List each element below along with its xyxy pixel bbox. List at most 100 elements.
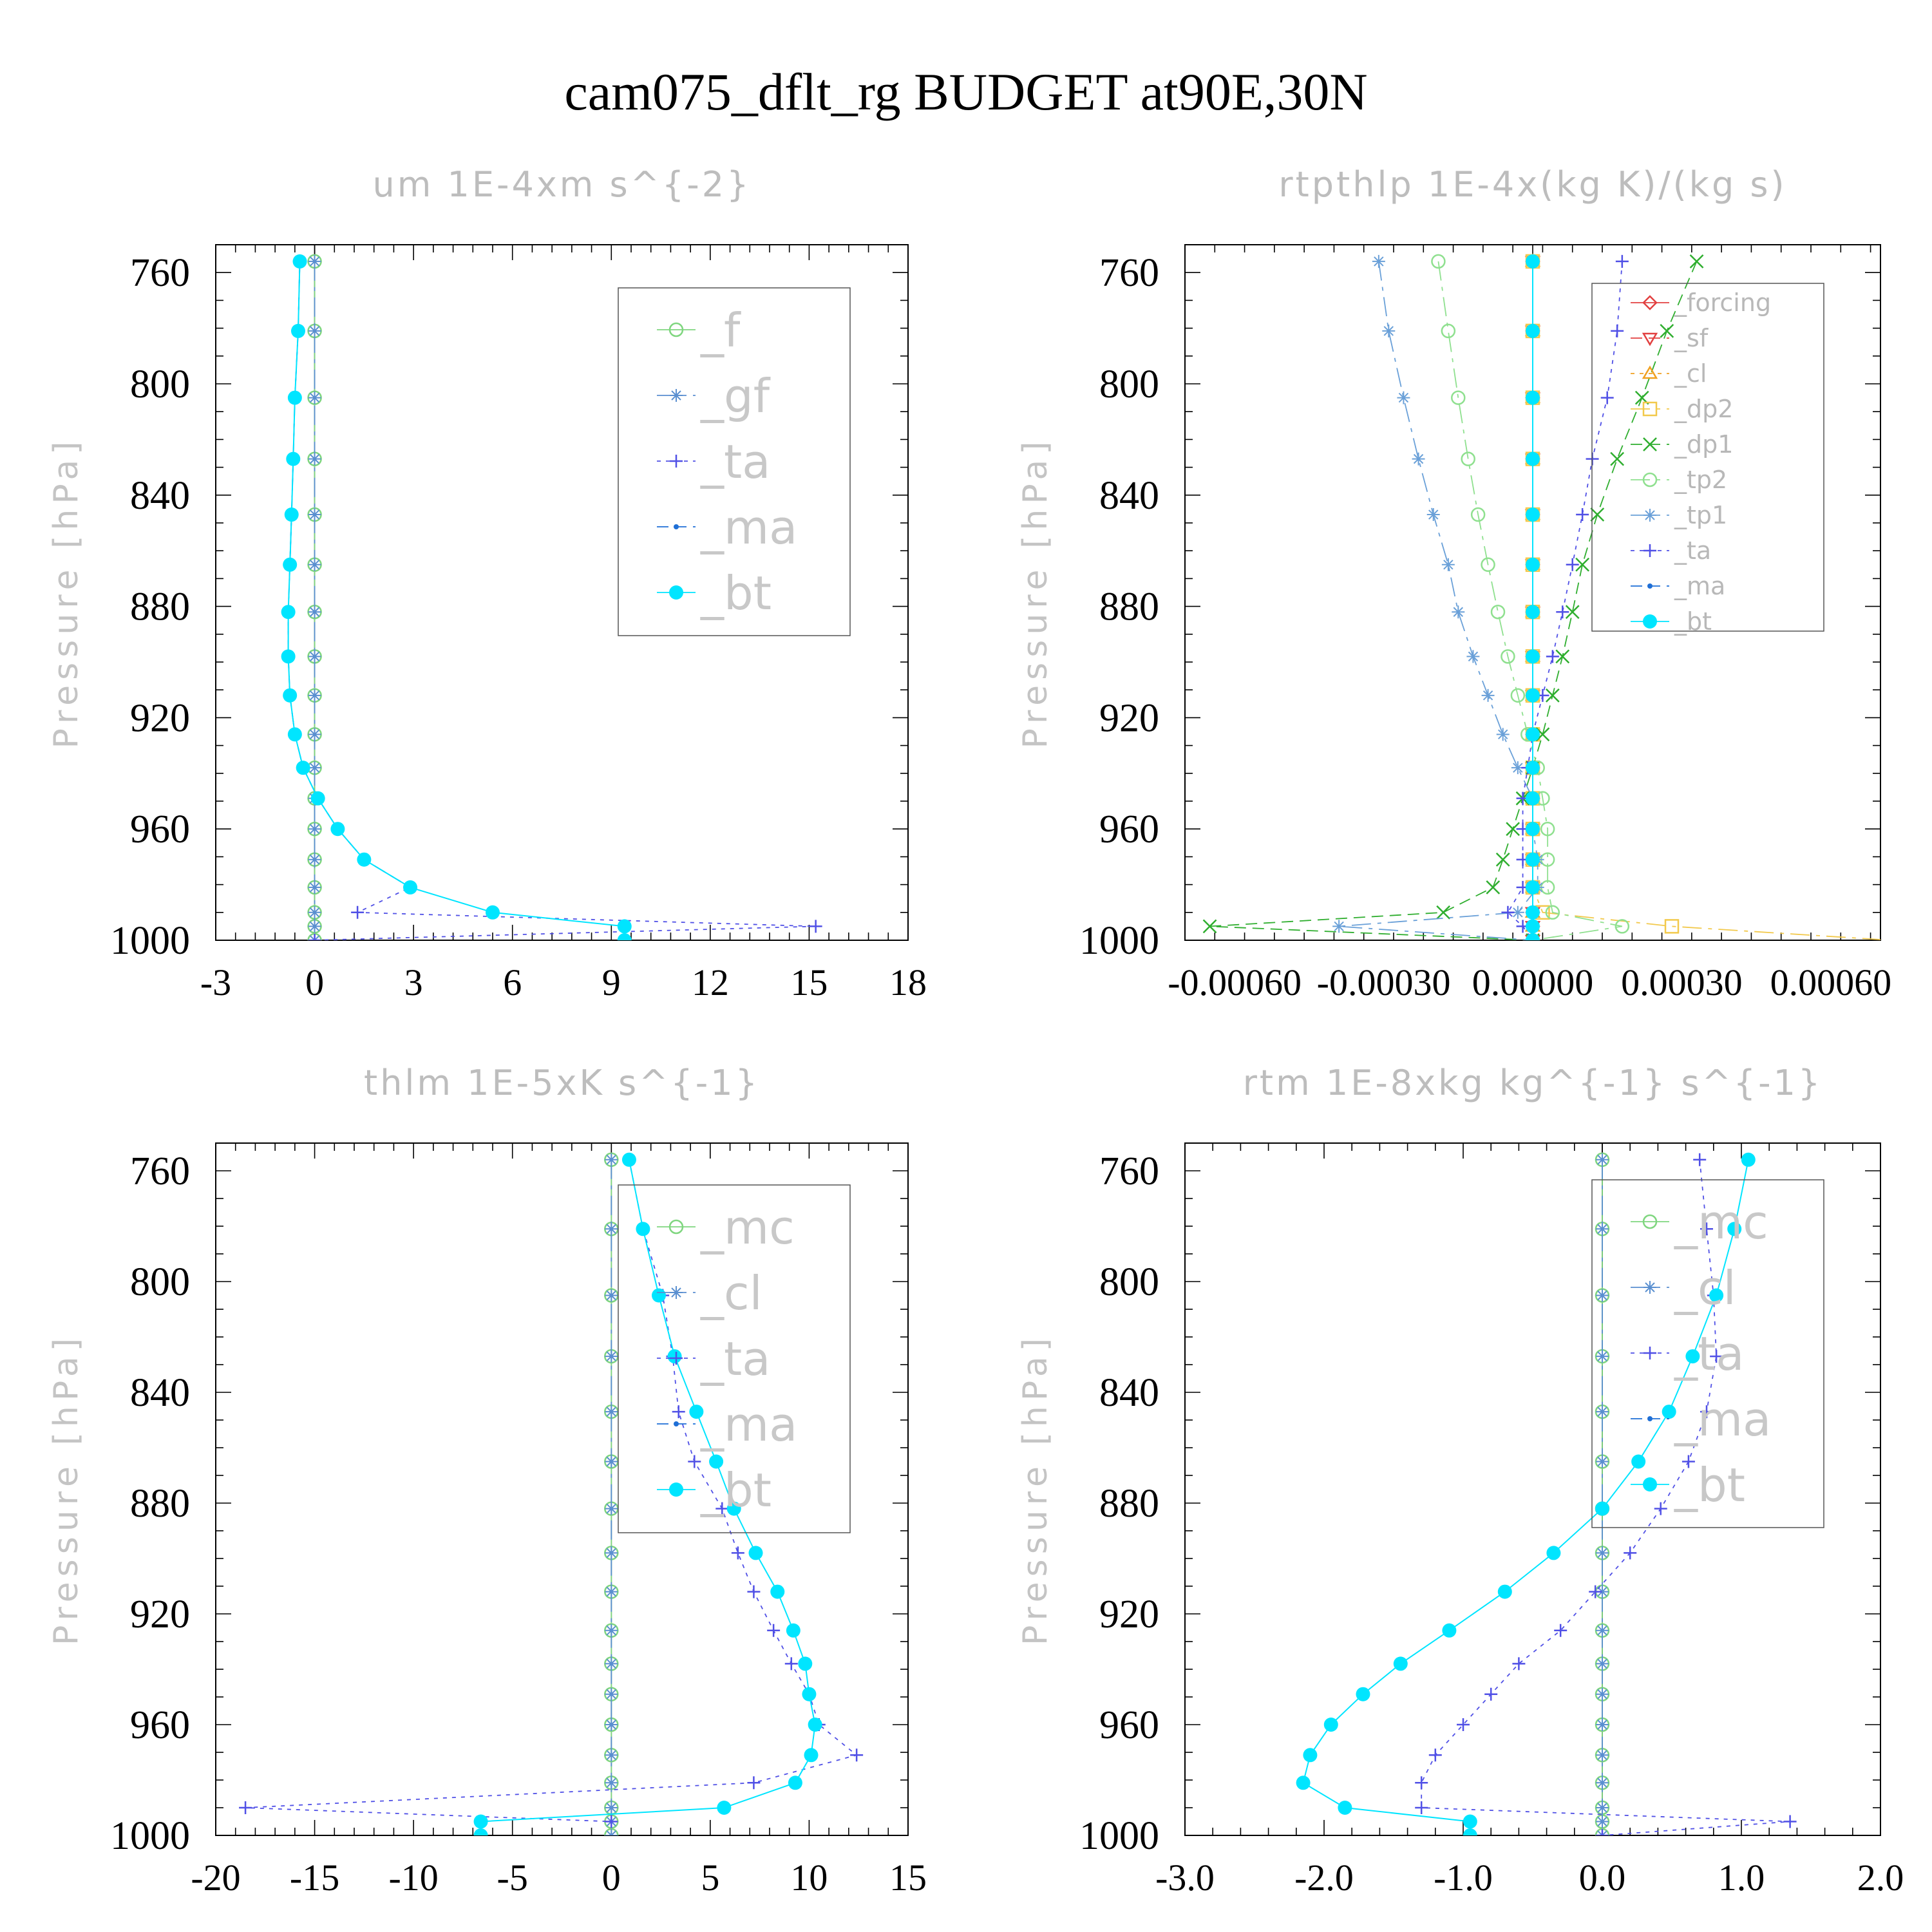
data-point-bt xyxy=(1631,1454,1646,1469)
data-point-cl xyxy=(605,1350,618,1363)
series-ta xyxy=(1501,254,1629,940)
data-point-gf xyxy=(308,558,321,571)
data-point-tp1 xyxy=(1372,254,1385,268)
data-point-gf xyxy=(308,254,321,268)
x-tick-label: -1.0 xyxy=(1434,1857,1493,1899)
y-tick-label: 960 xyxy=(130,808,190,851)
x-tick-label: -3.0 xyxy=(1155,1857,1215,1899)
data-point-bt xyxy=(1526,761,1540,775)
legend-marker-tp1 xyxy=(1643,509,1656,522)
legend-marker-ta xyxy=(670,1352,683,1365)
data-point-bt xyxy=(292,254,307,269)
data-point-bt xyxy=(1526,688,1540,703)
series-line-tp2 xyxy=(1437,261,1623,940)
x-tick-label: 0.0 xyxy=(1579,1857,1626,1899)
data-point-tp1 xyxy=(1496,728,1510,741)
y-axis-label: Pressure [hPa] xyxy=(47,1333,86,1645)
data-point-ta xyxy=(731,1546,744,1560)
legend-label: _bt xyxy=(700,1463,772,1517)
x-tick-label: 0.00030 xyxy=(1621,961,1743,1003)
data-point-bt xyxy=(330,822,345,837)
data-point-bt xyxy=(1741,1152,1756,1167)
data-point-tp1 xyxy=(1397,391,1410,404)
legend-marker-sf xyxy=(1642,332,1658,346)
y-tick-label: 800 xyxy=(1099,363,1159,406)
legend-label: _mc xyxy=(700,1200,795,1255)
legend-label: _bt xyxy=(700,566,772,620)
data-point-bt xyxy=(473,1814,488,1829)
data-point-bt xyxy=(808,1718,822,1732)
y-tick-label: 760 xyxy=(130,1150,190,1193)
data-point-cl xyxy=(605,1222,618,1236)
x-tick-label: -0.00030 xyxy=(1317,961,1451,1003)
plot-frame xyxy=(215,1142,909,1836)
data-point-ta xyxy=(1611,324,1624,337)
y-tick-label: 840 xyxy=(1099,474,1159,518)
data-point-ta xyxy=(1428,1748,1442,1762)
data-point-cl xyxy=(1596,1657,1609,1671)
data-point-bt xyxy=(1526,880,1540,895)
data-point-gf xyxy=(308,391,321,404)
data-point-bt xyxy=(1709,1288,1724,1303)
data-point-gf xyxy=(308,853,321,866)
data-point-bt xyxy=(473,1828,488,1835)
data-point-gf xyxy=(308,920,321,933)
legend-marker-tp2 xyxy=(1642,472,1658,488)
x-tick-label: 0 xyxy=(305,961,324,1003)
legend-box xyxy=(618,287,851,636)
x-tick-label: 3 xyxy=(404,961,423,1003)
legend-label: _ta xyxy=(700,1332,770,1386)
legend: _forcing _sf _cl _dp2 _dp1 _tp2 _tp1 _ta _ma _bt xyxy=(1591,283,1824,636)
x-tick-label: -10 xyxy=(388,1857,438,1899)
legend-label: _sf xyxy=(1674,324,1709,352)
data-point-ta xyxy=(1546,650,1559,663)
data-point-bt xyxy=(357,852,372,867)
data-point-dp1 xyxy=(1506,822,1520,837)
legend-label: _tp1 xyxy=(1674,501,1727,529)
data-point-ta xyxy=(1589,1585,1602,1598)
data-point-bt xyxy=(1526,557,1540,572)
data-point-bt xyxy=(1497,1584,1512,1599)
data-point-tp2 xyxy=(1615,919,1630,934)
x-tick-label: -3 xyxy=(200,961,231,1003)
y-tick-label: 840 xyxy=(130,1371,190,1415)
data-point-bt xyxy=(1323,1718,1338,1732)
legend-marker-ta xyxy=(1643,1347,1656,1359)
data-point-bt xyxy=(1526,852,1540,867)
legend-label: _bt xyxy=(1674,607,1712,636)
data-point-cl xyxy=(605,1289,618,1302)
data-point-bt xyxy=(667,1349,682,1364)
data-point-bt xyxy=(1296,1776,1311,1790)
data-point-ta xyxy=(1457,1718,1470,1731)
legend-label: _ma xyxy=(700,500,797,554)
legend-marker-forcing xyxy=(1642,295,1658,310)
data-point-bt xyxy=(788,1776,802,1790)
data-point-bt xyxy=(617,933,632,940)
data-point-gf xyxy=(308,508,321,522)
y-tick-label: 880 xyxy=(1099,585,1159,629)
data-point-cl xyxy=(605,1502,618,1515)
series-tp2 xyxy=(1431,254,1630,940)
data-point-bt xyxy=(617,919,632,934)
data-point-ta xyxy=(1615,254,1629,268)
data-point-dp1 xyxy=(1436,905,1451,920)
data-point-ta xyxy=(747,1585,761,1598)
legend-marker-dp2 xyxy=(1642,401,1658,417)
x-tick-label: 15 xyxy=(790,961,828,1003)
data-point-bt xyxy=(1526,727,1540,742)
x-tick-label: 12 xyxy=(692,961,729,1003)
x-tick-label: -0.00060 xyxy=(1168,961,1302,1003)
data-point-ta xyxy=(1700,1405,1713,1419)
data-point-tp2 xyxy=(1451,390,1466,405)
legend-marker-mc xyxy=(1642,1214,1658,1229)
y-tick-label: 760 xyxy=(130,251,190,295)
data-point-cl xyxy=(1596,1350,1609,1363)
data-point-ta xyxy=(747,1776,761,1790)
data-point-bt xyxy=(287,390,302,405)
data-point-cl xyxy=(1596,1546,1609,1560)
data-point-cl xyxy=(1596,1222,1609,1236)
series-line-dp2 xyxy=(1532,261,1880,940)
y-tick-label: 1000 xyxy=(1079,919,1159,963)
x-tick-label: 1.0 xyxy=(1718,1857,1765,1899)
legend-marker-ma xyxy=(1647,583,1653,589)
